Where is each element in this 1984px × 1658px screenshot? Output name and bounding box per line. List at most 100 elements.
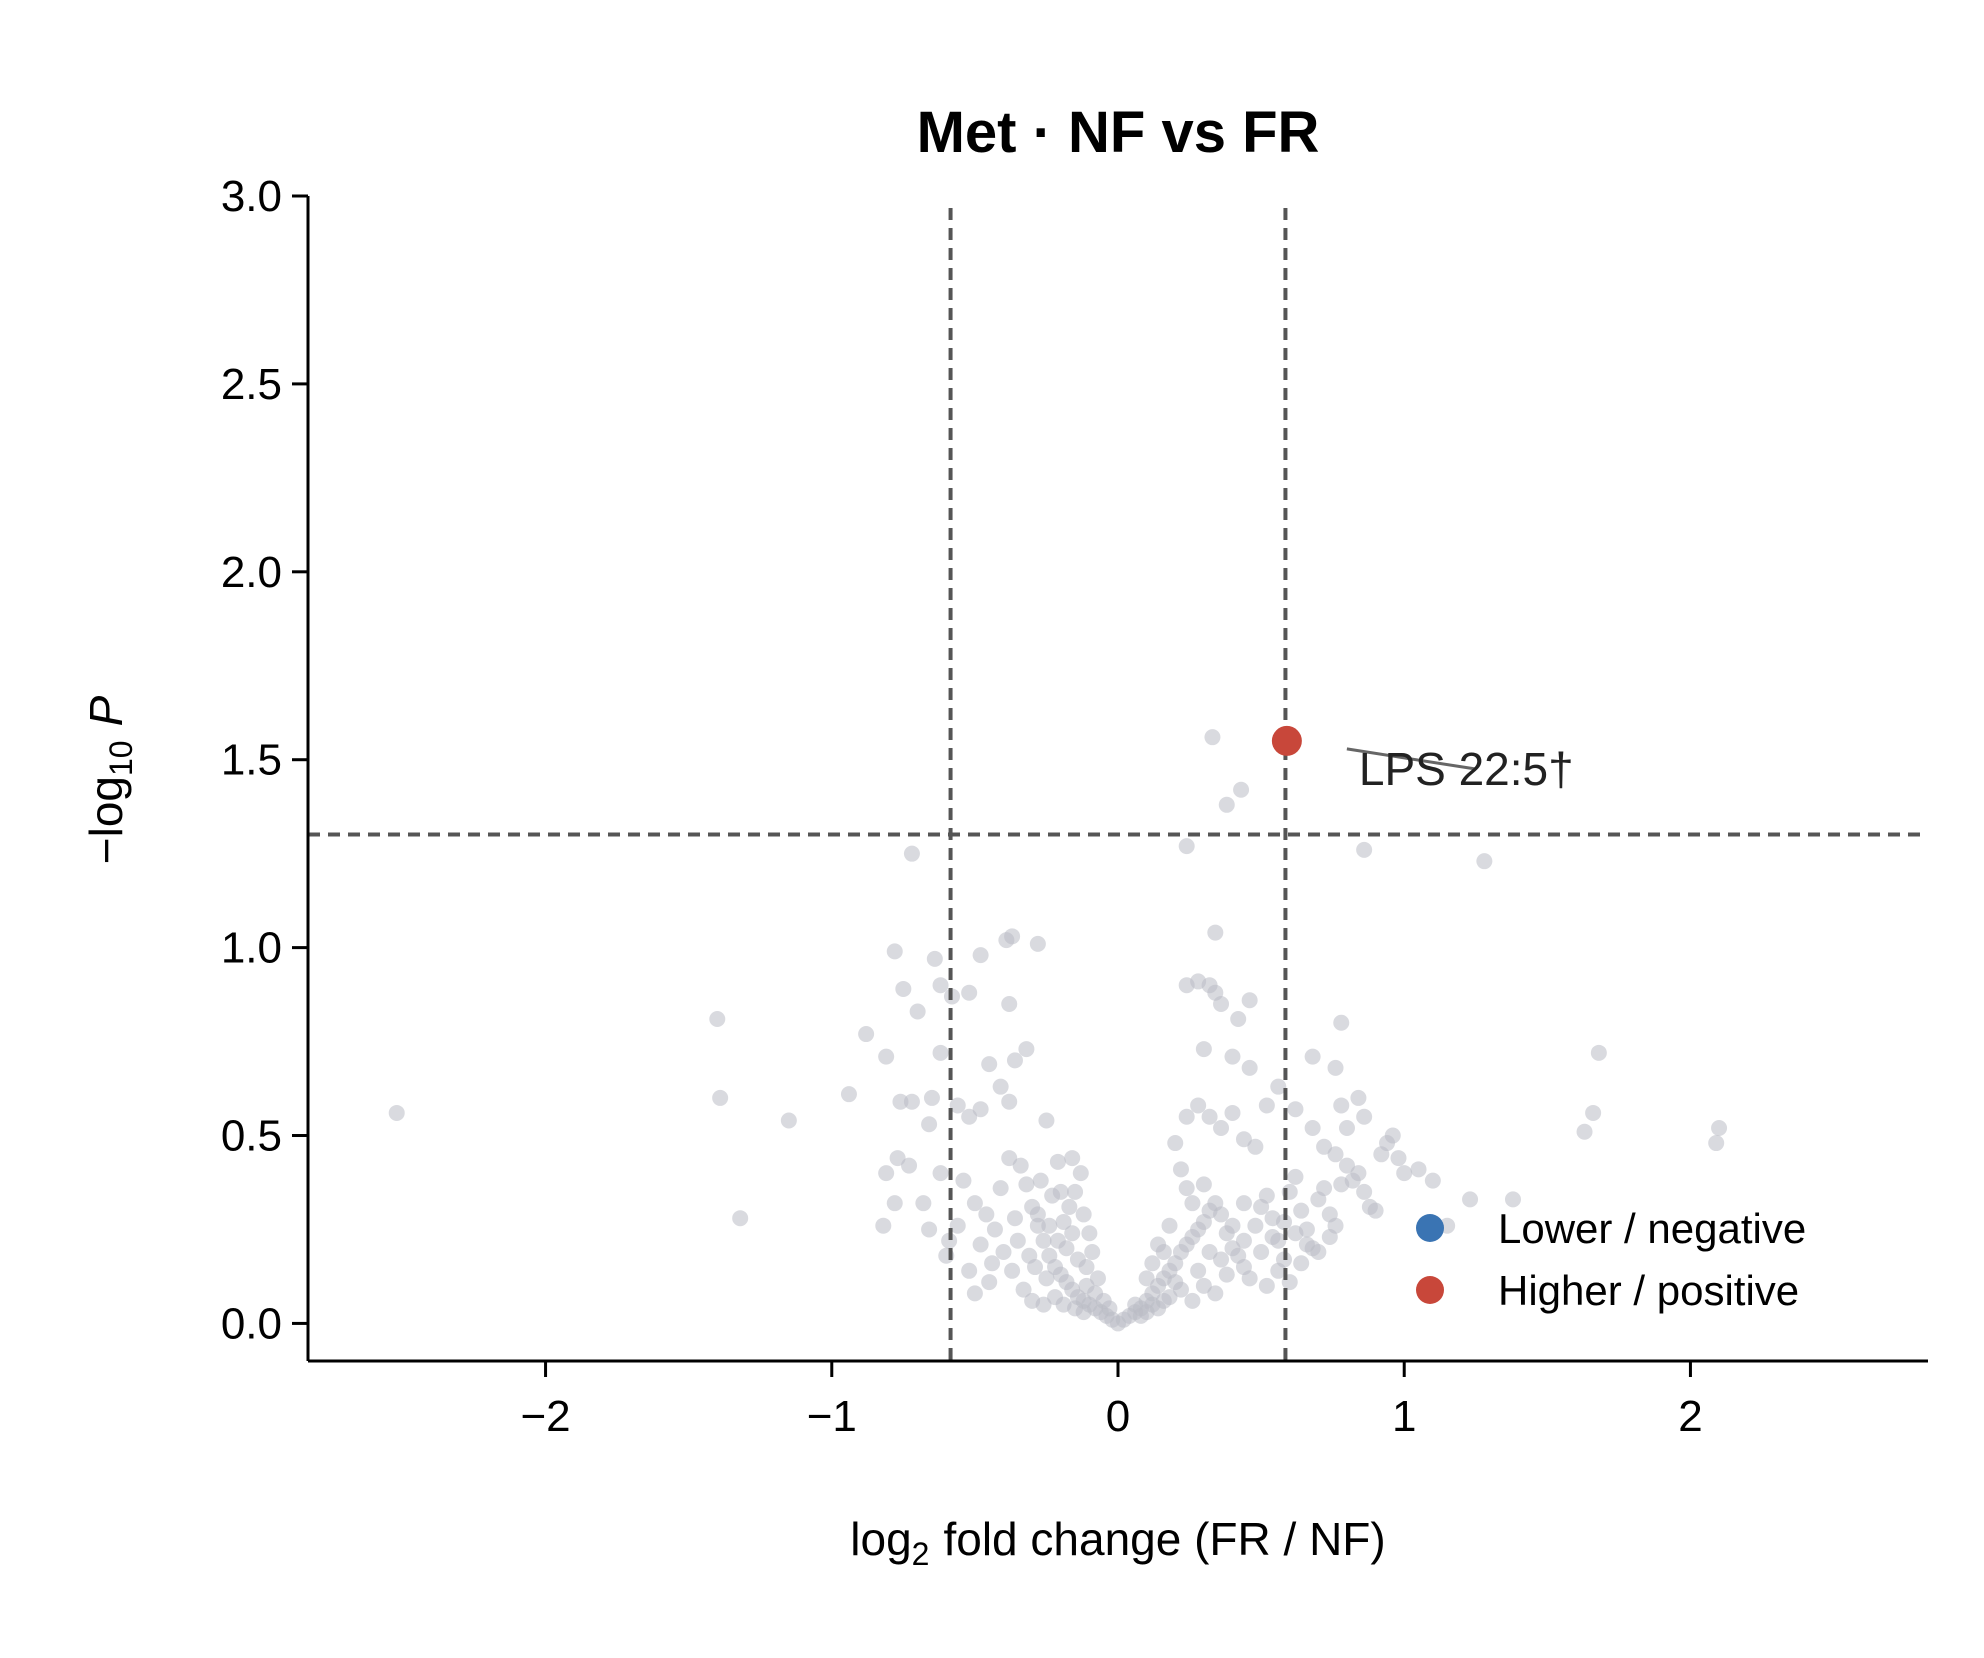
- data-point: [1041, 1217, 1058, 1234]
- data-point: [1064, 1225, 1081, 1242]
- data-point: [1101, 1300, 1118, 1317]
- data-point: [1287, 1168, 1304, 1185]
- data-point: [932, 1044, 949, 1061]
- data-point: [1333, 1097, 1350, 1114]
- data-point: [712, 1089, 729, 1106]
- data-point: [1178, 838, 1195, 855]
- x-tick-label: 1: [1392, 1392, 1416, 1441]
- data-point: [932, 977, 949, 994]
- ns-points: [388, 729, 1728, 1332]
- data-point: [1258, 1097, 1275, 1114]
- x-tick-label: −1: [807, 1392, 857, 1441]
- data-point: [903, 1093, 920, 1110]
- data-point: [1052, 1183, 1069, 1200]
- data-point: [1207, 924, 1224, 941]
- data-point: [1235, 1195, 1252, 1212]
- data-point: [878, 1048, 895, 1065]
- data-point: [388, 1104, 405, 1121]
- data-point: [1075, 1304, 1092, 1321]
- data-point: [1213, 1251, 1230, 1268]
- legend-label: Higher / positive: [1498, 1267, 1799, 1314]
- data-point: [1270, 1262, 1287, 1279]
- data-point: [1172, 1161, 1189, 1178]
- data-point: [1184, 1195, 1201, 1212]
- data-point: [915, 1195, 932, 1212]
- data-point: [892, 1093, 909, 1110]
- data-point: [1316, 1180, 1333, 1197]
- data-point: [1207, 984, 1224, 1001]
- data-point: [1195, 1277, 1212, 1294]
- data-point: [875, 1217, 892, 1234]
- data-point: [1167, 1274, 1184, 1291]
- x-axis-label-prefix: log: [850, 1513, 911, 1565]
- data-point: [709, 1011, 726, 1028]
- data-point: [1058, 1240, 1075, 1257]
- x-axis-label-subscript: 2: [912, 1536, 930, 1572]
- threshold-lines: [308, 208, 1928, 1361]
- data-point: [1390, 1150, 1407, 1167]
- data-point: [1049, 1153, 1066, 1170]
- data-point: [981, 1056, 998, 1073]
- data-point: [1029, 935, 1046, 952]
- data-point: [1293, 1202, 1310, 1219]
- data-point: [1253, 1244, 1270, 1261]
- y-tick-label: 2.5: [221, 360, 282, 409]
- data-point: [1078, 1277, 1095, 1294]
- data-point: [1304, 1048, 1321, 1065]
- data-point: [1258, 1187, 1275, 1204]
- data-point: [1001, 1093, 1018, 1110]
- x-tick-label: −2: [520, 1392, 570, 1441]
- data-point: [1327, 1146, 1344, 1163]
- x-axis-label: log2 fold change (FR / NF): [850, 1513, 1385, 1572]
- data-point: [895, 980, 912, 997]
- data-point: [1287, 1225, 1304, 1242]
- x-tick-label: 2: [1678, 1392, 1702, 1441]
- data-point: [1201, 1244, 1218, 1261]
- data-point: [961, 984, 978, 1001]
- chart-title: Met · NF vs FR: [917, 100, 1320, 165]
- data-point: [1161, 1289, 1178, 1306]
- axes: [306, 196, 1928, 1363]
- data-point: [1310, 1244, 1327, 1261]
- data-point: [889, 1150, 906, 1167]
- data-point: [1213, 1206, 1230, 1223]
- data-point: [1190, 1097, 1207, 1114]
- data-point: [1201, 1108, 1218, 1125]
- data-point: [1338, 1120, 1355, 1136]
- data-point: [981, 1274, 998, 1291]
- data-point: [1293, 1255, 1310, 1272]
- y-axis-label-rest: P: [80, 695, 132, 726]
- data-point: [1150, 1236, 1167, 1253]
- y-tick-label: 3.0: [221, 172, 282, 221]
- y-axis-label-subscript: 10: [103, 740, 139, 776]
- point-label: LPS 22:5†: [1359, 743, 1574, 795]
- data-point: [998, 932, 1015, 949]
- data-point: [1072, 1165, 1089, 1182]
- data-point: [1264, 1228, 1281, 1245]
- data-point: [966, 1285, 983, 1302]
- data-point: [1235, 1131, 1252, 1148]
- data-point: [1321, 1228, 1338, 1245]
- data-point: [972, 1236, 989, 1253]
- data-point: [1233, 781, 1250, 798]
- data-point: [1476, 853, 1493, 870]
- data-point: [1029, 1206, 1046, 1223]
- data-point: [1235, 1232, 1252, 1249]
- data-point: [1504, 1191, 1521, 1208]
- data-point: [1167, 1135, 1184, 1152]
- data-point: [1035, 1296, 1052, 1313]
- data-point: [921, 1116, 938, 1133]
- data-point: [1218, 1266, 1235, 1283]
- data-point: [1213, 1120, 1230, 1136]
- data-point: [949, 1217, 966, 1234]
- y-tick-label: 2.0: [221, 548, 282, 597]
- data-point: [1711, 1120, 1728, 1136]
- data-point: [1127, 1296, 1144, 1313]
- data-point: [1195, 1041, 1212, 1058]
- data-point: [1333, 1014, 1350, 1031]
- data-point: [1410, 1161, 1427, 1178]
- data-point: [1576, 1123, 1593, 1140]
- data-point: [732, 1210, 749, 1227]
- data-point: [1327, 1059, 1344, 1076]
